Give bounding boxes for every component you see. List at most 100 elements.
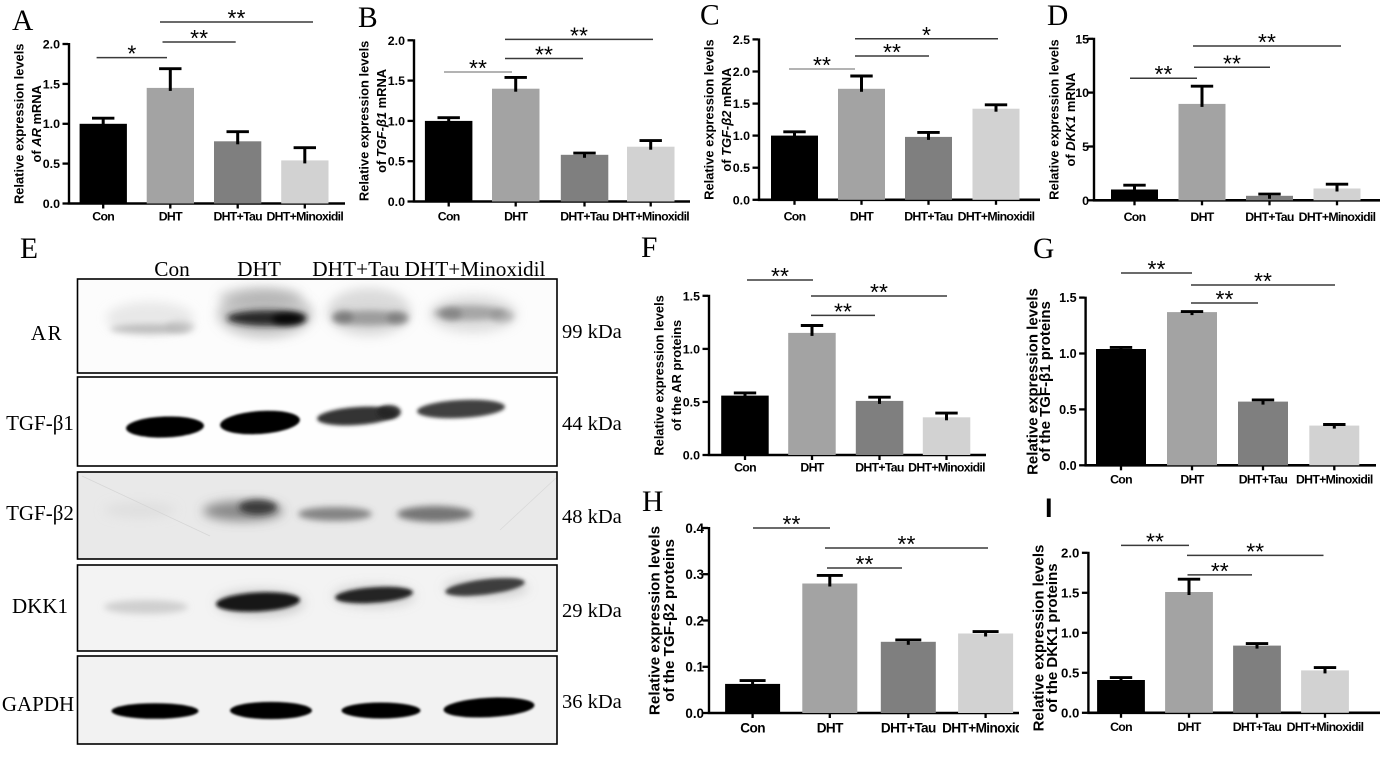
svg-text:0.5: 0.5	[1059, 403, 1077, 417]
svg-text:DHT+Tau: DHT+Tau	[312, 257, 400, 281]
svg-text:1.5: 1.5	[733, 97, 750, 111]
svg-text:**: **	[1211, 558, 1229, 584]
svg-text:Relative expression levels: Relative expression levels	[652, 295, 667, 456]
svg-text:GAPDH: GAPDH	[2, 692, 74, 716]
svg-text:0.0: 0.0	[43, 197, 60, 211]
svg-text:*: *	[127, 41, 136, 67]
svg-text:**: **	[1246, 538, 1264, 564]
svg-text:**: **	[771, 263, 789, 289]
svg-text:DHT+Tau: DHT+Tau	[213, 210, 262, 224]
svg-text:Relative expression levels: Relative expression levels	[12, 44, 27, 205]
svg-text:DHT: DHT	[800, 461, 824, 475]
svg-text:Relative expression levels: Relative expression levels	[702, 39, 717, 200]
svg-text:DHT: DHT	[817, 721, 844, 736]
svg-text:Con: Con	[1110, 720, 1132, 734]
svg-text:DHT+Minoxidil: DHT+Minoxidil	[942, 721, 1029, 736]
svg-text:AR: AR	[31, 321, 63, 345]
svg-text:of the TGF-β2 proteins: of the TGF-β2 proteins	[661, 539, 678, 702]
svg-text:Relative expression levels: Relative expression levels	[647, 526, 664, 715]
svg-text:DHT+Minoxidil: DHT+Minoxidil	[612, 209, 689, 223]
svg-text:**: **	[1254, 268, 1272, 294]
svg-text:2.0: 2.0	[388, 34, 405, 48]
svg-text:DHT+Tau: DHT+Tau	[1239, 473, 1288, 487]
svg-text:of TGF-β2 mRNA: of TGF-β2 mRNA	[719, 68, 734, 172]
svg-text:DHT+Tau: DHT+Tau	[1233, 720, 1282, 734]
svg-text:**: **	[1216, 286, 1234, 312]
svg-text:I: I	[1045, 493, 1053, 523]
svg-text:DHT: DHT	[1190, 210, 1214, 224]
svg-text:0.5: 0.5	[733, 161, 750, 175]
svg-text:DHT+Minoxidil: DHT+Minoxidil	[266, 210, 343, 224]
svg-text:29 kDa: 29 kDa	[562, 600, 622, 622]
svg-text:DHT: DHT	[504, 209, 528, 223]
svg-text:0.0: 0.0	[1059, 459, 1077, 473]
svg-text:Relative expression levels: Relative expression levels	[1025, 288, 1042, 475]
svg-text:DHT+Minoxidil: DHT+Minoxidil	[1299, 210, 1376, 224]
svg-text:1.0: 1.0	[388, 114, 405, 128]
svg-text:0.0: 0.0	[388, 195, 405, 209]
svg-text:48 kDa: 48 kDa	[562, 506, 622, 528]
svg-text:5: 5	[1082, 140, 1089, 154]
svg-text:of the TGF-β1 proteins: of the TGF-β1 proteins	[1037, 301, 1054, 462]
svg-text:DHT+Tau: DHT+Tau	[855, 461, 904, 475]
svg-text:0.0: 0.0	[683, 449, 700, 463]
svg-text:**: **	[870, 279, 888, 305]
svg-text:1.5: 1.5	[1061, 586, 1079, 601]
svg-text:**: **	[856, 551, 874, 577]
svg-text:**: **	[190, 25, 208, 51]
svg-text:**: **	[1155, 61, 1173, 87]
svg-text:2.0: 2.0	[43, 38, 60, 52]
svg-text:DHT+Minoxidil: DHT+Minoxidil	[1287, 720, 1364, 734]
svg-text:**: **	[1146, 528, 1164, 554]
svg-text:G: G	[1033, 233, 1054, 265]
svg-text:Con: Con	[740, 721, 765, 736]
svg-text:1.0: 1.0	[683, 342, 700, 356]
svg-text:0.0: 0.0	[685, 706, 704, 721]
svg-text:10: 10	[1075, 86, 1089, 100]
svg-text:**: **	[834, 298, 852, 324]
svg-text:DHT+Minoxidil: DHT+Minoxidil	[908, 461, 985, 475]
svg-text:Con: Con	[784, 210, 806, 224]
svg-text:C: C	[700, 0, 720, 32]
svg-text:0.5: 0.5	[43, 157, 60, 171]
svg-text:of DKK1 mRNA: of DKK1 mRNA	[1063, 73, 1078, 167]
svg-text:0.5: 0.5	[683, 395, 700, 409]
svg-text:of the AR proteins: of the AR proteins	[669, 320, 684, 431]
svg-text:0.0: 0.0	[733, 193, 750, 207]
svg-text:DKK1: DKK1	[12, 594, 68, 618]
svg-text:DHT+Tau: DHT+Tau	[881, 721, 936, 736]
svg-text:Relative expression levels: Relative expression levels	[1047, 39, 1062, 200]
svg-text:*: *	[922, 22, 931, 48]
svg-text:Con: Con	[1110, 473, 1132, 487]
svg-text:**: **	[1258, 29, 1276, 55]
svg-text:DHT+Tau: DHT+Tau	[904, 210, 953, 224]
svg-text:**: **	[898, 531, 916, 557]
svg-text:Relative expression levels: Relative expression levels	[357, 41, 372, 202]
svg-text:Con: Con	[438, 209, 460, 223]
svg-text:of the DKK1 proteins: of the DKK1 proteins	[1044, 563, 1061, 712]
svg-text:DHT: DHT	[850, 210, 874, 224]
svg-text:Con: Con	[1124, 210, 1146, 224]
svg-text:15: 15	[1075, 32, 1089, 46]
svg-text:Con: Con	[154, 257, 190, 281]
svg-text:Relative expression levels: Relative expression levels	[1030, 545, 1047, 732]
svg-text:TGF-β2: TGF-β2	[6, 501, 74, 525]
svg-text:DHT+Minoxidil: DHT+Minoxidil	[958, 210, 1035, 224]
svg-text:1.5: 1.5	[388, 74, 405, 88]
svg-text:Con: Con	[92, 210, 114, 224]
svg-text:0.1: 0.1	[685, 660, 704, 675]
svg-text:0.3: 0.3	[685, 567, 704, 582]
svg-text:H: H	[642, 486, 663, 518]
svg-text:**: **	[1148, 256, 1166, 282]
svg-text:1.5: 1.5	[43, 77, 60, 91]
svg-text:of TGF-β1 mRNA: of TGF-β1 mRNA	[374, 69, 389, 173]
svg-text:1.0: 1.0	[1059, 347, 1077, 361]
svg-text:DHT: DHT	[1180, 473, 1204, 487]
svg-text:0.4: 0.4	[685, 521, 704, 536]
svg-text:**: **	[813, 52, 831, 78]
svg-text:DHT+Tau: DHT+Tau	[560, 209, 609, 223]
svg-text:1.5: 1.5	[683, 289, 700, 303]
svg-text:0.5: 0.5	[388, 155, 405, 169]
svg-text:1.5: 1.5	[1059, 291, 1077, 305]
svg-text:A: A	[12, 5, 34, 37]
